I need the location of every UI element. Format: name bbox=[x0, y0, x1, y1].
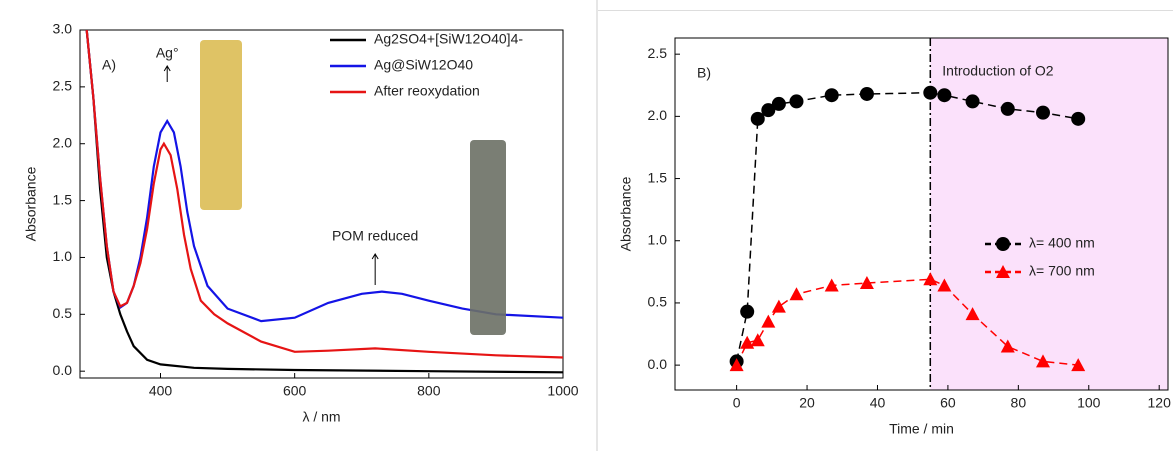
x-tick-label: 40 bbox=[870, 395, 886, 411]
y-tick-label: 2.0 bbox=[648, 107, 668, 123]
marker bbox=[761, 103, 776, 118]
marker bbox=[859, 86, 874, 101]
legend-label: λ= 400 nm bbox=[1029, 235, 1095, 251]
cuvette-photo bbox=[470, 140, 506, 335]
x-tick-label: 20 bbox=[799, 395, 815, 411]
marker bbox=[750, 333, 765, 347]
x-tick-label: 80 bbox=[1011, 395, 1027, 411]
marker bbox=[1035, 105, 1050, 120]
marker bbox=[729, 358, 744, 372]
y-tick-label: 1.5 bbox=[53, 191, 73, 207]
x-tick-label: 400 bbox=[149, 383, 173, 399]
panel-label: B) bbox=[697, 65, 711, 81]
marker bbox=[750, 111, 765, 126]
marker bbox=[771, 299, 786, 313]
marker bbox=[965, 94, 980, 109]
marker bbox=[824, 278, 839, 292]
annotation-arrow bbox=[371, 253, 379, 285]
legend-label: Ag2SO4+[SiW12O40]4- bbox=[374, 31, 523, 47]
marker bbox=[740, 335, 755, 349]
plot-frame bbox=[674, 37, 1169, 391]
marker bbox=[1035, 354, 1050, 368]
y-tick-label: 2.0 bbox=[53, 134, 73, 150]
y-tick-label: 1.0 bbox=[648, 231, 668, 247]
series-line bbox=[85, 30, 563, 359]
y-tick-label: 2.5 bbox=[53, 78, 73, 94]
marker bbox=[937, 88, 952, 103]
panel-a: 400 600 800 1000 0.0 0.5 1.0 1.5 2.0 2.5 3.0 λ / nm… bbox=[23, 21, 579, 425]
marker bbox=[923, 272, 938, 286]
marker bbox=[923, 85, 938, 100]
x-tick-label: 60 bbox=[940, 395, 956, 411]
marker bbox=[789, 94, 804, 109]
marker bbox=[1000, 101, 1015, 116]
panel-b: Introduction of O2 0 20 40 60 80 100 120 0.0 0.5 1… bbox=[618, 37, 1172, 437]
x-axis-label: λ / nm bbox=[302, 409, 340, 425]
marker bbox=[859, 276, 874, 290]
x-tick-label: 100 bbox=[1077, 395, 1101, 411]
highlight-label: Introduction of O2 bbox=[942, 63, 1054, 79]
x-tick-label: 120 bbox=[1148, 395, 1172, 411]
marker bbox=[1071, 358, 1086, 372]
legend-label: λ= 700 nm bbox=[1029, 263, 1095, 279]
x-tick-label: 0 bbox=[733, 395, 741, 411]
panel-label: A) bbox=[102, 57, 116, 73]
x-axis-label: Time / min bbox=[889, 421, 954, 437]
x-tick-label: 1000 bbox=[547, 383, 578, 399]
y-tick-label: 0.0 bbox=[53, 362, 73, 378]
marker bbox=[937, 278, 952, 292]
y-tick-label: 0.0 bbox=[648, 356, 668, 372]
y-tick-label: 0.5 bbox=[648, 294, 668, 310]
cuvette-photo bbox=[200, 40, 242, 210]
marker bbox=[789, 287, 804, 301]
plot-frame bbox=[79, 29, 564, 379]
x-tick-label: 800 bbox=[417, 383, 441, 399]
plot-area bbox=[85, 30, 563, 374]
x-tick-label: 600 bbox=[283, 383, 307, 399]
highlight-region bbox=[930, 38, 1168, 390]
y-axis-label: Absorbance bbox=[23, 166, 39, 241]
marker bbox=[740, 304, 755, 319]
annotation: POM reduced bbox=[332, 228, 418, 244]
annotation: Ag° bbox=[156, 45, 179, 61]
marker bbox=[771, 96, 786, 111]
y-tick-label: 3.0 bbox=[53, 21, 73, 37]
marker bbox=[761, 314, 776, 328]
series-line bbox=[85, 30, 563, 374]
annotation-arrow bbox=[163, 65, 171, 82]
legend-marker bbox=[996, 237, 1010, 251]
marker bbox=[824, 88, 839, 103]
panel-border bbox=[598, 10, 1173, 11]
y-axis-label: Absorbance bbox=[618, 176, 634, 251]
y-tick-label: 1.5 bbox=[648, 169, 668, 185]
y-tick-label: 1.0 bbox=[53, 248, 73, 264]
marker bbox=[1071, 111, 1086, 126]
marker bbox=[1000, 339, 1015, 353]
legend-label: Ag@SiW12O40 bbox=[374, 57, 473, 73]
y-tick-label: 2.5 bbox=[648, 45, 668, 61]
legend-label: After reoxydation bbox=[374, 83, 480, 99]
legend-marker bbox=[996, 265, 1010, 278]
marker bbox=[965, 307, 980, 321]
y-tick-label: 0.5 bbox=[53, 305, 73, 321]
